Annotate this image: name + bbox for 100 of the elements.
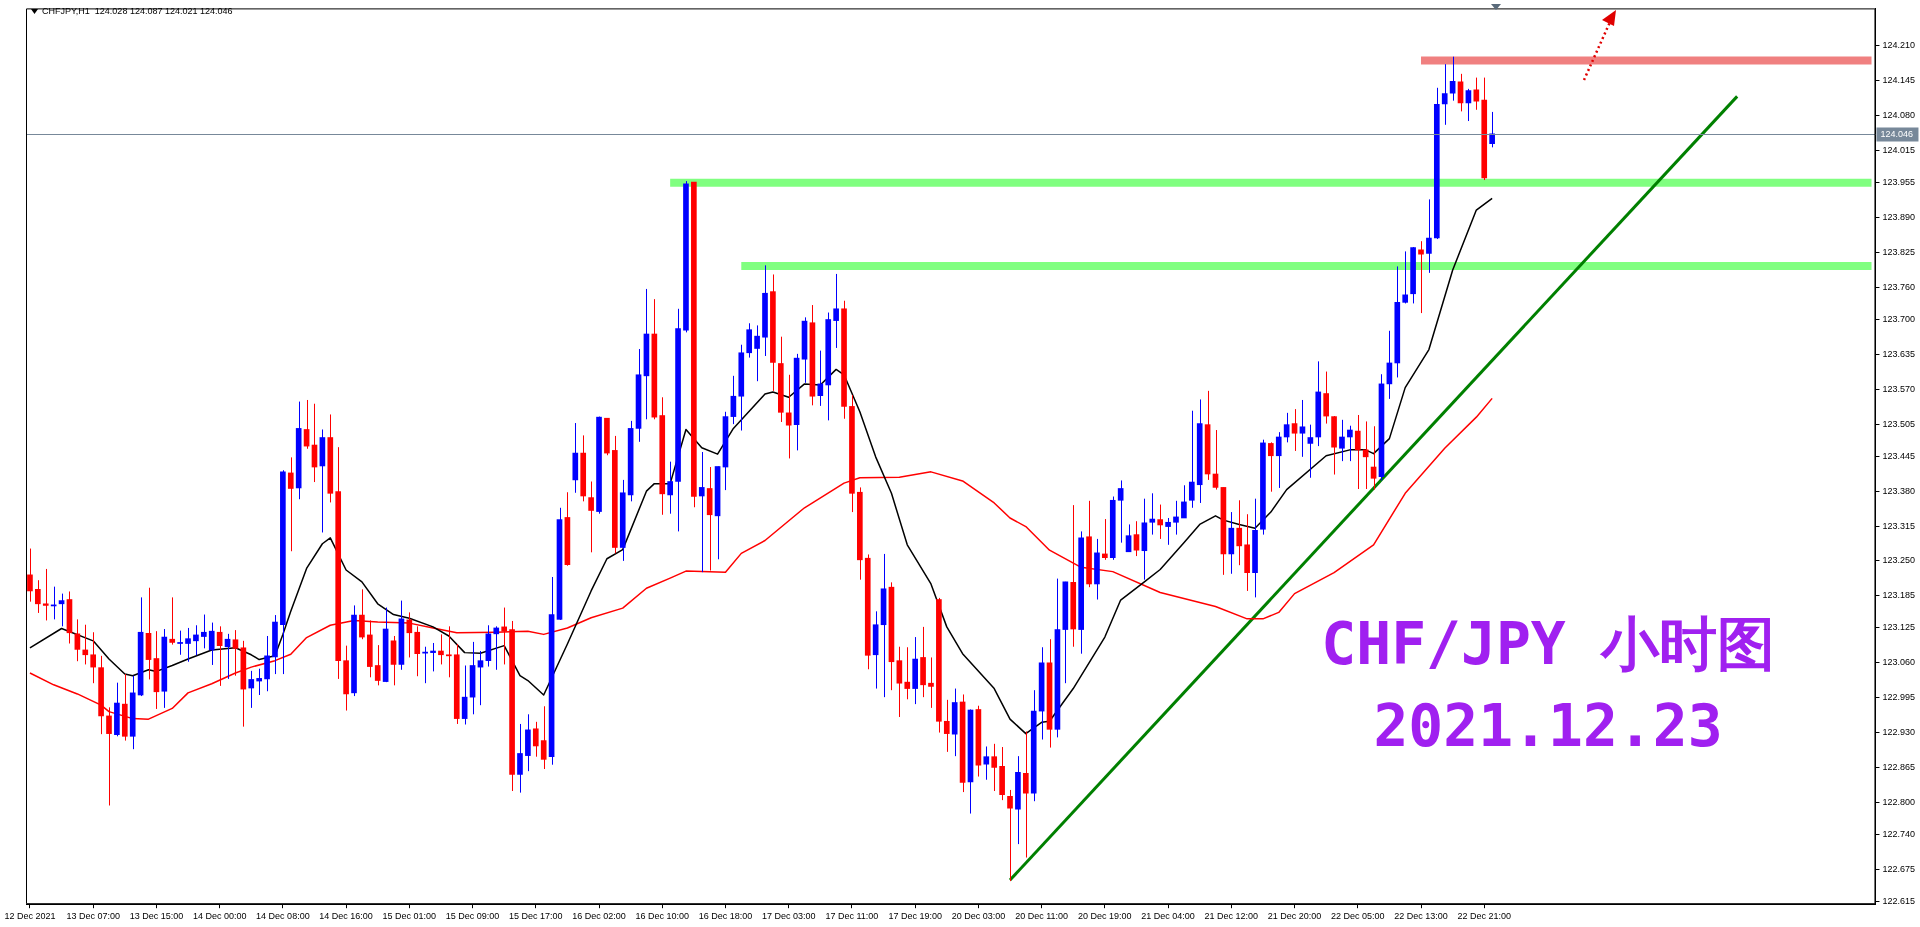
candlestick [201,614,207,649]
candlestick [374,644,381,686]
ref-line-label: 124.046 [1880,128,1914,139]
candlestick [232,629,239,677]
y-tick-label: 124.145 [1882,75,1916,86]
candlestick [817,350,824,407]
candlestick [1173,500,1179,536]
y-tick-label: 122.615 [1882,896,1916,906]
candlestick [35,579,41,614]
candlestick [1473,77,1480,111]
candlestick [58,593,65,627]
candlestick [1339,419,1345,462]
candlestick [904,646,911,700]
annotation: 2021.12.23 [1373,692,1723,760]
candlestick [1402,250,1409,304]
x-tick-label: 16 Dec 18:00 [698,911,753,922]
y-tick-label: 122.800 [1882,796,1916,807]
x-tick-label: 16 Dec 02:00 [572,911,626,922]
candlestick [169,596,176,646]
x-tick-label: 15 Dec 09:00 [445,911,500,922]
x-tick-label: 13 Dec 07:00 [66,911,120,922]
y-tick-label: 122.865 [1882,761,1916,772]
y-tick-label: 123.505 [1882,418,1916,429]
candlestick [667,461,673,515]
candlestick [1362,420,1369,490]
candlestick [1007,789,1013,882]
y-tick-label: 123.760 [1882,281,1916,292]
y-tick-label: 123.060 [1882,657,1916,668]
x-tick-label: 15 Dec 01:00 [382,911,437,922]
candlestick [1299,399,1306,458]
candlestick [446,625,452,678]
candlestick [438,633,444,665]
x-tick-label: 14 Dec 08:00 [256,911,310,922]
candlestick [746,322,753,359]
y-tick-label: 123.635 [1882,348,1916,359]
y-tick-label: 124.210 [1882,40,1916,51]
candlestick [359,588,365,640]
x-tick-label: 17 Dec 19:00 [888,911,942,922]
annotation: CHF/JPY 小时图 [1321,609,1775,680]
chart-title: CHFJPY,H1 124.028 124.087 124.021 124.046 [42,6,233,17]
candlestick [1323,371,1329,425]
candlestick [833,273,839,349]
y-tick-label: 123.890 [1882,212,1916,223]
y-tick-label: 122.930 [1882,727,1916,738]
x-tick-label: 20 Dec 19:00 [1078,911,1132,922]
x-tick-label: 22 Dec 05:00 [1331,911,1385,922]
x-tick-label: 12 Dec 2021 [4,911,56,922]
candlestick [42,568,49,621]
candlestick [1022,730,1029,859]
candlestick [287,456,294,552]
y-tick-label: 124.015 [1882,145,1916,156]
x-tick-label: 13 Dec 15:00 [129,911,184,922]
x-tick-label: 14 Dec 00:00 [192,911,247,922]
candlestick [1441,63,1448,126]
candlestick [1307,424,1314,479]
candlestick [414,625,421,677]
x-tick-label: 22 Dec 21:00 [1457,911,1512,922]
y-tick-label: 123.955 [1882,177,1916,188]
candlestick [256,668,262,696]
candlestick [1291,408,1298,452]
candlestick [896,646,903,718]
y-tick-label: 123.825 [1882,246,1916,257]
candlestick [1133,520,1140,557]
candlestick [1275,431,1282,489]
y-tick-label: 123.570 [1882,383,1916,394]
candlestick [928,656,934,709]
candlestick [540,705,547,770]
y-tick-label: 122.740 [1882,828,1916,839]
candlestick [1181,484,1187,519]
candlestick [1117,479,1124,544]
candlestick [1418,240,1424,314]
candlestick [264,635,270,692]
candlestick [1354,414,1361,490]
x-tick-label: 21 Dec 20:00 [1267,911,1322,922]
candlestick [1347,425,1353,462]
x-tick-label: 14 Dec 16:00 [319,911,373,922]
candlestick [1268,441,1274,493]
candlestick [1188,410,1195,509]
x-tick-label: 16 Dec 10:00 [635,911,690,922]
candlestick [1236,499,1243,566]
x-tick-label: 17 Dec 11:00 [825,911,879,922]
candlestick [943,699,950,753]
candlestick [588,481,594,553]
candlestick [1157,504,1164,540]
candlestick [493,625,500,671]
candlestick [1165,517,1171,546]
y-tick-label: 123.185 [1882,590,1916,601]
candlestick [991,743,998,792]
y-tick-label: 124.080 [1882,110,1916,121]
x-tick-label: 15 Dec 17:00 [509,911,563,922]
candlestick [208,622,215,666]
candlestick [177,630,183,656]
candlestick [785,374,792,459]
y-tick-label: 122.675 [1882,863,1916,874]
candlestick [185,627,191,663]
candlestick [430,642,436,672]
candlestick [82,624,89,665]
candlestick [983,746,990,781]
y-tick-label: 123.700 [1882,314,1916,324]
candlestick [1102,518,1108,561]
